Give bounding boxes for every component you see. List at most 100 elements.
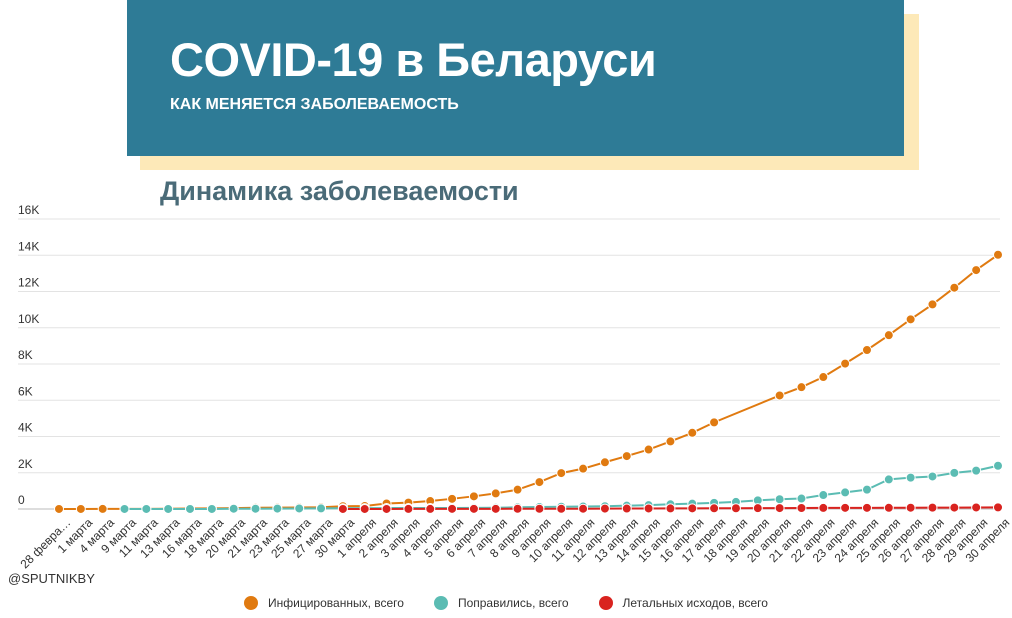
data-point-2 [512,503,523,514]
data-point-0 [621,451,632,462]
data-point-0 [512,484,523,495]
y-tick-label: 12K [18,276,39,290]
data-point-1 [250,503,261,514]
data-point-1 [840,487,851,498]
data-point-2 [883,502,894,513]
data-point-2 [447,503,458,514]
legend-item-infected[interactable]: Инфицированных, всего [244,596,404,610]
page-title: COVID-19 в Беларуси [170,33,657,86]
data-point-2 [905,502,916,513]
data-point-2 [774,503,785,514]
data-point-1 [993,460,1003,471]
data-point-1 [774,494,785,505]
data-point-1 [796,493,807,504]
data-point-2 [818,502,829,513]
legend-item-recovered[interactable]: Поправились, всего [433,596,569,610]
data-point-2 [534,503,545,514]
data-point-2 [359,503,370,514]
header-banner: COVID-19 в Беларуси КАК МЕНЯЕТСЯ ЗАБОЛЕВ… [127,0,904,156]
data-point-2 [861,502,872,513]
data-point-2 [709,503,720,514]
legend-label-deaths: Летальных исходов, всего [622,596,768,610]
data-point-1 [927,471,938,482]
data-point-2 [730,503,741,514]
y-tick-label: 6K [18,384,33,398]
data-point-0 [687,427,698,438]
page-subtitle: КАК МЕНЯЕТСЯ ЗАБОЛЕВАЕМОСТЬ [170,96,459,113]
data-point-0 [534,477,545,488]
y-tick-label: 8K [18,348,33,362]
y-tick-label: 0 [18,493,25,507]
legend-dot-infected [244,596,259,610]
data-point-0 [709,417,720,428]
data-point-0 [665,436,676,447]
chart-title: Динамика заболеваемости [160,176,519,206]
y-tick-label: 2K [18,457,33,471]
data-point-1 [206,503,217,514]
data-point-2 [687,503,698,514]
data-point-1 [949,467,960,478]
data-point-2 [599,503,610,514]
data-point-0 [643,444,654,455]
data-point-2 [578,503,589,514]
data-point-1 [119,503,130,514]
data-point-2 [927,502,938,513]
legend-label-infected: Инфицированных, всего [268,596,404,610]
data-point-0 [971,265,982,276]
data-point-1 [818,490,829,501]
legend-dot-recovered [433,596,448,610]
data-point-0 [75,503,86,514]
data-point-0 [54,503,64,514]
data-point-0 [447,493,458,504]
data-point-0 [97,503,108,514]
legend-dot-deaths [598,596,613,610]
data-point-2 [971,502,982,513]
legend-label-recovered: Поправились, всего [457,596,569,610]
data-point-0 [883,330,894,341]
data-point-2 [752,503,763,514]
data-point-2 [665,503,676,514]
data-point-1 [861,484,872,495]
legend-item-deaths[interactable]: Летальных исходов, всего [598,596,768,610]
data-point-0 [861,344,872,355]
series-line-0 [59,253,999,510]
credit-label: @SPUTNIKBY [8,571,95,586]
y-tick-label: 4K [18,421,33,435]
data-point-1 [228,503,239,514]
data-point-2 [621,503,632,514]
data-point-2 [949,502,960,513]
data-point-2 [796,503,807,514]
data-point-1 [141,503,152,514]
data-point-0 [556,468,567,479]
y-tick-label: 16K [18,203,39,217]
data-point-2 [468,503,479,514]
data-point-2 [337,503,348,514]
data-point-2 [643,503,654,514]
data-point-0 [578,463,589,474]
data-point-1 [185,503,196,514]
data-point-0 [490,488,501,499]
data-point-2 [490,503,501,514]
y-tick-label: 10K [18,312,39,326]
data-point-0 [993,249,1003,260]
data-point-1 [316,503,327,514]
data-point-2 [403,503,414,514]
data-point-0 [927,299,938,310]
data-point-0 [905,314,916,325]
data-point-2 [425,503,436,514]
data-point-0 [599,457,610,468]
data-point-0 [774,390,785,401]
legend: Инфицированных, всего Поправились, всего… [0,596,1012,610]
data-point-0 [840,358,851,369]
data-point-0 [949,282,960,293]
data-point-0 [818,372,829,383]
data-point-0 [468,491,479,502]
data-point-1 [971,465,982,476]
data-point-1 [905,472,916,483]
data-point-1 [163,503,174,514]
data-point-1 [294,503,305,514]
data-point-2 [556,503,567,514]
data-point-1 [272,503,283,514]
data-point-0 [796,382,807,393]
